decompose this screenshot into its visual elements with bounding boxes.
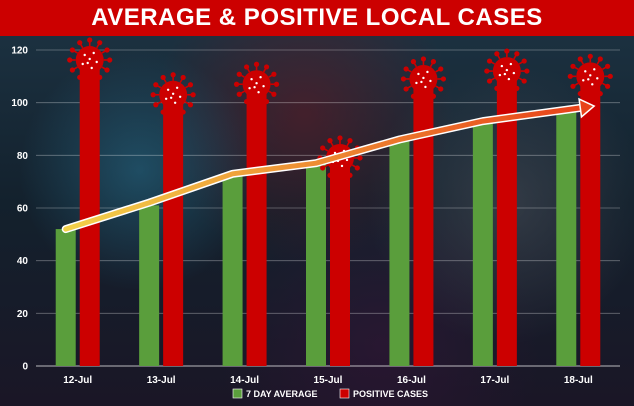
bar-average xyxy=(556,107,577,366)
legend-label-average: 7 DAY AVERAGE xyxy=(246,389,318,399)
virus-icon xyxy=(400,56,447,102)
virus-icon xyxy=(484,48,530,94)
x-tick-label: 14-Jul xyxy=(230,375,259,386)
bar-positive xyxy=(163,94,184,367)
bar-positive xyxy=(496,71,517,367)
bar-average xyxy=(222,173,243,366)
virus-icon xyxy=(67,37,113,83)
legend-swatch-positive xyxy=(339,388,350,399)
y-tick-label: 120 xyxy=(11,46,28,57)
x-tick-label: 17-Jul xyxy=(480,375,509,386)
bar-positive xyxy=(580,76,601,366)
title-bar: AVERAGE & POSITIVE LOCAL CASES xyxy=(0,0,634,36)
trend-line xyxy=(63,105,583,232)
bar-positive xyxy=(79,52,100,367)
bar-average xyxy=(389,139,410,366)
y-tick-label: 60 xyxy=(17,204,29,215)
y-tick-label: 0 xyxy=(22,362,28,373)
legend-swatch-average xyxy=(232,388,243,399)
bar-average xyxy=(472,121,493,366)
bar-average xyxy=(55,229,76,366)
y-tick-label: 40 xyxy=(17,256,29,267)
x-tick-label: 15-Jul xyxy=(314,375,343,386)
bar-average xyxy=(306,163,326,366)
virus-icon xyxy=(150,72,196,118)
bar-positive xyxy=(413,78,434,366)
legend-label-positive: POSITIVE CASES xyxy=(353,389,428,399)
bar-average xyxy=(139,205,160,366)
virus-icon xyxy=(567,53,613,99)
x-tick-label: 12-Jul xyxy=(63,375,92,386)
y-tick-label: 20 xyxy=(17,309,29,320)
virus-icon xyxy=(233,61,280,107)
y-tick-label: 80 xyxy=(17,151,29,162)
bar-positive xyxy=(246,84,267,366)
x-tick-label: 13-Jul xyxy=(147,375,176,386)
x-tick-label: 16-Jul xyxy=(397,375,426,386)
chart-title: AVERAGE & POSITIVE LOCAL CASES xyxy=(91,4,543,31)
trend-arrowhead xyxy=(578,97,596,119)
y-tick-label: 100 xyxy=(11,98,28,109)
x-tick-label: 18-Jul xyxy=(564,375,593,386)
bar-positive xyxy=(330,157,350,366)
